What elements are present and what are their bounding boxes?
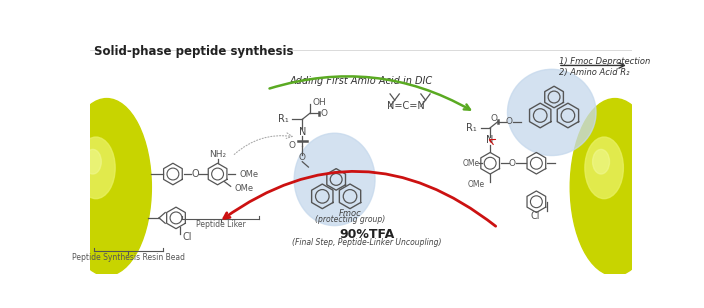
Text: OH: OH [313, 98, 326, 107]
Text: R₁: R₁ [277, 114, 289, 124]
Text: OMe: OMe [467, 180, 485, 189]
Text: NH₂: NH₂ [209, 150, 226, 159]
Text: 2) Amino Acid R₂: 2) Amino Acid R₂ [560, 68, 630, 77]
Text: O: O [320, 109, 327, 118]
Text: Peptide Liker: Peptide Liker [196, 220, 246, 229]
Ellipse shape [294, 133, 375, 225]
Text: O: O [289, 141, 296, 150]
Text: Cl: Cl [182, 232, 191, 242]
Text: OMe: OMe [240, 169, 259, 179]
Text: N: N [298, 127, 306, 137]
Ellipse shape [84, 149, 101, 174]
Text: O: O [506, 117, 513, 126]
Text: Solid-phase peptide synthesis: Solid-phase peptide synthesis [94, 45, 293, 58]
Text: O: O [298, 153, 306, 162]
Text: Cl: Cl [531, 211, 541, 221]
Text: O: O [191, 169, 199, 179]
Text: Adding First Amio Acid in DIC: Adding First Amio Acid in DIC [289, 76, 432, 86]
Text: Fmoc: Fmoc [339, 209, 361, 218]
Text: N=C=N: N=C=N [386, 101, 425, 111]
Ellipse shape [585, 137, 623, 199]
Text: (protecting group): (protecting group) [315, 215, 385, 224]
Text: (Final Step, Peptide-Linker Uncoupling): (Final Step, Peptide-Linker Uncoupling) [292, 238, 441, 247]
Text: Peptide Synthesis Resin Bead: Peptide Synthesis Resin Bead [72, 253, 184, 262]
Ellipse shape [77, 137, 115, 199]
Ellipse shape [593, 149, 610, 174]
Text: 90%TFA: 90%TFA [339, 228, 394, 241]
Text: 1) Fmoc Deprotection: 1) Fmoc Deprotection [560, 57, 650, 66]
Text: R₁: R₁ [466, 123, 477, 133]
Text: N: N [486, 135, 494, 145]
Ellipse shape [508, 69, 596, 156]
Text: OMe: OMe [463, 159, 479, 168]
Ellipse shape [62, 99, 151, 276]
Text: OMe: OMe [234, 184, 253, 193]
Ellipse shape [570, 99, 660, 276]
Text: O: O [491, 114, 498, 123]
Text: O: O [509, 159, 516, 168]
